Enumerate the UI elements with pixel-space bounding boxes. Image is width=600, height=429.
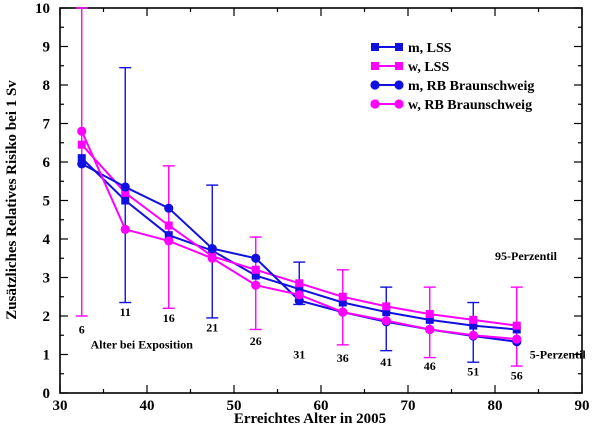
data-point xyxy=(164,221,173,230)
exposure-age-label: 46 xyxy=(424,359,436,373)
y-tick-label: 2 xyxy=(43,309,51,325)
x-tick-label: 50 xyxy=(227,398,242,414)
data-point xyxy=(338,298,347,307)
data-point xyxy=(381,316,391,326)
data-point xyxy=(251,280,261,290)
legend-marker xyxy=(370,99,380,109)
legend: m, LSS w, LSS m, RB Braunschweig w, RB Brau… xyxy=(370,41,534,113)
data-point xyxy=(425,310,434,319)
exposure-age-label: 31 xyxy=(293,347,305,361)
legend-marker xyxy=(394,99,404,109)
x-tick-label: 60 xyxy=(314,398,329,414)
exposure-age-label: 26 xyxy=(250,334,262,348)
data-point xyxy=(295,285,304,294)
exposure-age-label: 41 xyxy=(380,355,392,369)
x-tick-label: 30 xyxy=(53,398,68,414)
error-bars xyxy=(75,7,523,367)
y-axis-title: Zusätzliches Relatives Risiko bei 1 Sv xyxy=(4,80,20,320)
y-tick-label: 8 xyxy=(43,78,51,94)
legend-label: m, LSS xyxy=(408,41,452,56)
annotation: Alter bei Exposition xyxy=(90,338,193,352)
y-tick-label: 7 xyxy=(43,117,51,133)
data-point xyxy=(382,308,391,317)
data-point xyxy=(164,236,174,246)
data-point xyxy=(251,253,261,263)
data-point xyxy=(77,140,86,149)
legend-label: w, RB Braunschweig xyxy=(408,98,532,113)
plot-border xyxy=(59,7,583,394)
data-point xyxy=(207,244,217,254)
y-tick-label: 6 xyxy=(43,155,51,171)
annotation: 5-Perzentil xyxy=(530,347,587,361)
data-point xyxy=(251,265,260,274)
data-point xyxy=(338,307,348,317)
data-point xyxy=(121,196,130,205)
data-point xyxy=(425,315,434,324)
y-tick-label: 4 xyxy=(43,232,51,248)
legend-marker xyxy=(370,80,380,90)
data-point xyxy=(295,279,304,288)
exposure-age-label: 6 xyxy=(79,322,85,336)
data-point xyxy=(469,315,478,324)
legend-marker xyxy=(371,62,379,70)
data-point xyxy=(512,334,522,344)
legend-marker xyxy=(395,62,403,70)
annotation: 95-Perzentil xyxy=(495,249,558,263)
data-point xyxy=(382,302,391,311)
data-point xyxy=(120,182,130,192)
data-point xyxy=(77,154,86,163)
legend-marker xyxy=(395,43,403,51)
y-tick-label: 9 xyxy=(43,40,51,56)
legend-marker xyxy=(394,80,404,90)
annotations: 6 11 16 21 26 31 36 41 46 51 56 Alter bei Expositio… xyxy=(79,249,587,382)
y-tick-label: 10 xyxy=(35,1,50,17)
data-point xyxy=(469,321,478,330)
data-point xyxy=(121,188,130,197)
x-axis-title: Erreichtes Alter in 2005 xyxy=(234,411,386,427)
data-point xyxy=(207,253,217,263)
data-point xyxy=(425,324,435,335)
x-tick-label: 80 xyxy=(488,398,503,414)
series-lines xyxy=(80,130,517,343)
data-point xyxy=(120,224,130,234)
data-point xyxy=(251,271,260,280)
series-markers xyxy=(77,126,522,347)
series-line xyxy=(80,130,517,341)
data-point xyxy=(77,159,87,169)
exposure-age-label: 11 xyxy=(120,305,131,319)
data-point xyxy=(77,126,87,136)
exposure-age-label: 21 xyxy=(206,320,218,334)
data-point xyxy=(164,203,174,213)
data-point xyxy=(294,290,304,300)
legend-label: m, RB Braunschweig xyxy=(408,79,534,94)
exposure-age-label: 56 xyxy=(511,369,523,383)
data-point xyxy=(164,231,173,240)
x-tick-label: 70 xyxy=(401,398,416,414)
y-tick-label: 0 xyxy=(43,386,51,402)
x-tick-label: 90 xyxy=(575,398,590,414)
legend-marker xyxy=(371,43,379,51)
x-tick-label: 40 xyxy=(140,398,155,414)
exposure-age-label: 36 xyxy=(337,351,349,365)
exposure-age-label: 51 xyxy=(467,365,479,379)
plot-frame xyxy=(59,7,583,394)
y-tick-label: 1 xyxy=(43,348,51,364)
data-point xyxy=(468,330,478,340)
legend-label: w, LSS xyxy=(408,60,449,75)
y-tick-label: 3 xyxy=(43,271,51,287)
data-point xyxy=(512,321,521,330)
series-line xyxy=(81,163,517,343)
y-tick-label: 5 xyxy=(43,194,51,210)
exposure-age-label: 16 xyxy=(163,311,175,325)
data-point xyxy=(338,292,347,301)
